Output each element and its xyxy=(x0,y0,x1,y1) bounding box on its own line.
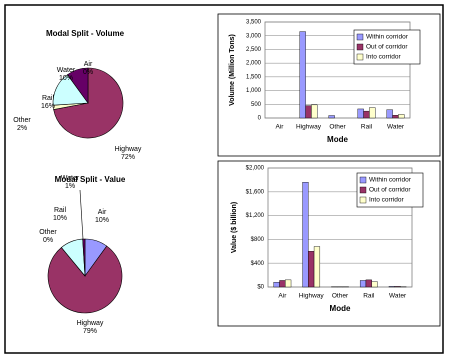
slice-label: Highway xyxy=(115,146,142,153)
leader-line xyxy=(79,189,84,240)
bar xyxy=(313,246,321,288)
bar xyxy=(398,114,405,119)
slice-value: 10% xyxy=(95,217,109,224)
y-tick-label: 2,000 xyxy=(246,61,262,67)
slice-label: Water xyxy=(57,67,76,74)
x-tick-label: Highway xyxy=(299,293,325,300)
bar xyxy=(394,286,401,288)
pie-slice xyxy=(47,245,123,314)
x-tick-label: Air xyxy=(278,293,287,300)
legend-label: Into corridor xyxy=(369,197,405,204)
slice-label: Air xyxy=(98,209,107,216)
legend-swatch xyxy=(356,33,364,41)
legend-label: Out of corridor xyxy=(369,187,411,194)
x-tick-label: Air xyxy=(276,124,285,131)
slice-value: 16% xyxy=(41,103,55,110)
bar xyxy=(308,251,315,288)
y-tick-label: 1,500 xyxy=(246,74,262,80)
y-axis-title: Value ($ billion) xyxy=(231,202,238,253)
bar xyxy=(365,279,372,288)
bar xyxy=(369,107,376,119)
x-tick-label: Rail xyxy=(363,293,375,300)
x-tick-label: Other xyxy=(332,293,349,300)
bar xyxy=(285,279,292,288)
legend-label: Into corridor xyxy=(366,54,402,61)
x-tick-label: Water xyxy=(389,293,407,300)
slice-label: Other xyxy=(39,229,57,236)
x-tick-label: Rail xyxy=(361,124,373,131)
slice-label: Water xyxy=(61,175,80,182)
slice-label: Rail xyxy=(42,95,55,102)
legend-swatch xyxy=(359,196,367,204)
bar xyxy=(273,282,280,288)
y-axis-title: Volume (Million Tons) xyxy=(229,34,236,106)
slice-label: Other xyxy=(13,117,31,124)
y-tick-label: $400 xyxy=(251,261,265,267)
bar xyxy=(357,108,364,119)
plot-area xyxy=(264,21,411,119)
slice-label: Highway xyxy=(77,320,104,327)
bar xyxy=(386,109,393,119)
slice-value: 10% xyxy=(53,215,67,222)
legend-box xyxy=(353,29,421,65)
y-tick-label: $800 xyxy=(251,237,265,243)
bar xyxy=(359,280,367,288)
bar xyxy=(388,286,395,288)
legend-swatch xyxy=(359,186,367,194)
bar xyxy=(279,280,286,288)
slice-value: 0% xyxy=(83,69,93,76)
slice-value: 1% xyxy=(65,183,75,190)
pie-title: Modal Split - Volume xyxy=(46,29,125,38)
slice-label: Air xyxy=(84,61,93,68)
y-tick-label: 0 xyxy=(258,116,262,122)
y-tick-label: $1,600 xyxy=(246,189,265,195)
legend-swatch xyxy=(356,53,364,61)
pie-title: Modal Split - Value xyxy=(55,175,126,184)
pie-slice xyxy=(82,238,86,277)
bar xyxy=(302,182,309,288)
bar xyxy=(328,115,335,119)
slice-value: 10% xyxy=(59,75,73,82)
slice-value: 72% xyxy=(121,154,135,161)
legend-swatch xyxy=(356,43,364,51)
y-tick-label: $1,200 xyxy=(246,213,265,219)
pie-slice xyxy=(67,67,89,104)
x-tick-label: Water xyxy=(387,124,405,131)
y-tick-label: 2,500 xyxy=(246,47,262,53)
x-tick-label: Highway xyxy=(296,124,322,131)
x-axis-title: Mode xyxy=(330,304,351,313)
legend-label: Out of corridor xyxy=(366,44,408,51)
y-tick-label: $2,000 xyxy=(246,166,265,172)
slice-value: 79% xyxy=(83,328,97,335)
y-tick-label: 500 xyxy=(251,102,262,108)
x-axis-title: Mode xyxy=(327,135,348,144)
y-tick-label: 3,000 xyxy=(246,33,262,39)
bar xyxy=(371,281,378,288)
slice-value: 2% xyxy=(17,125,27,132)
bar xyxy=(392,115,399,119)
x-tick-label: Other xyxy=(329,124,346,131)
slice-label: Rail xyxy=(54,207,67,214)
legend-label: Within corridor xyxy=(366,34,409,41)
bar xyxy=(311,104,318,119)
y-tick-label: 3,500 xyxy=(246,20,262,26)
y-tick-label: 1,000 xyxy=(246,88,262,94)
legend-label: Within corridor xyxy=(369,177,412,184)
bar xyxy=(363,110,370,119)
legend-box xyxy=(356,172,424,208)
legend-swatch xyxy=(359,176,367,184)
bar xyxy=(305,105,312,119)
y-tick-label: $0 xyxy=(257,285,264,291)
slice-value: 0% xyxy=(43,237,53,244)
bar xyxy=(299,31,306,119)
